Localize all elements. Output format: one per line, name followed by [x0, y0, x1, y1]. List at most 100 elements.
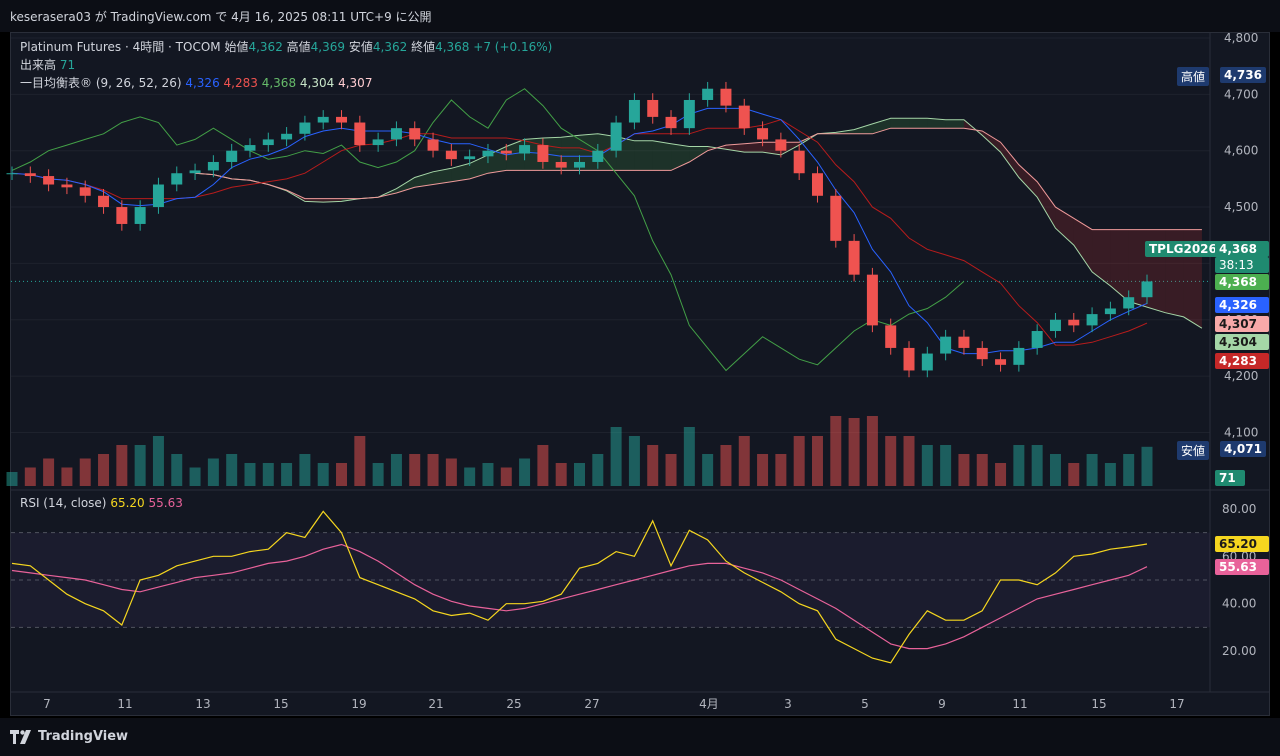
legend-ichi-1: 4,326	[185, 76, 220, 90]
candle-body	[610, 122, 622, 151]
volume-bar	[1049, 454, 1061, 486]
ichimoku-cloud-segment	[1073, 218, 1093, 272]
legend-ichi-5: 4,307	[338, 76, 373, 90]
candle-body	[885, 325, 897, 348]
ichimoku-cloud-segment	[1000, 142, 1019, 178]
volume-bar	[336, 463, 348, 486]
volume-bar	[354, 436, 366, 486]
price-tick-label: 4,200	[1224, 369, 1258, 383]
volume-bar	[921, 445, 933, 486]
volume-bar	[885, 436, 897, 486]
legend-volume: 出来高 71	[20, 56, 75, 73]
time-tick-label: 4月	[699, 697, 719, 711]
candle-body	[811, 173, 823, 196]
ichimoku-cloud-segment	[744, 142, 763, 153]
volume-bar	[574, 463, 585, 486]
rsi-line	[11, 510, 1148, 664]
candle-body	[647, 99, 659, 117]
candle-body	[226, 150, 238, 162]
candle-body	[775, 139, 787, 151]
chart-frame[interactable]	[10, 32, 1270, 716]
high-tag-value: 4,736	[1220, 67, 1266, 83]
candle-body	[1031, 331, 1043, 348]
volume-bar	[189, 467, 201, 486]
volume-bar	[116, 445, 128, 486]
volume-bar	[610, 427, 622, 486]
volume-bar	[152, 436, 164, 486]
ichimoku-cloud-segment	[414, 171, 434, 188]
footer-bar: TradingView	[0, 718, 1280, 756]
volume-bar	[1086, 454, 1098, 486]
tradingview-logo-icon	[10, 729, 31, 744]
time-tick-label: 21	[428, 697, 443, 711]
time-tick-label: 15	[273, 697, 288, 711]
volume-bar	[299, 454, 311, 486]
candle-body	[390, 128, 402, 140]
candle-body	[757, 128, 769, 140]
volume-bar	[555, 463, 567, 486]
candle-body	[1049, 319, 1061, 332]
candle-body	[1068, 319, 1080, 326]
legend-open: 4,362	[248, 40, 283, 54]
candle-body	[537, 145, 549, 162]
candle-body	[1013, 347, 1025, 365]
publish-text: keserasera03 が TradingView.com で 4月 16, …	[10, 10, 432, 24]
candle-body	[171, 173, 183, 185]
volume-bar	[1031, 445, 1043, 486]
volume-bar	[134, 445, 146, 486]
chikou-span-line	[11, 88, 965, 372]
ichimoku-cloud-segment	[982, 130, 1001, 153]
rsi-tick-label: 20.00	[1222, 644, 1256, 658]
volume-bar	[848, 418, 860, 486]
tradingview-logo[interactable]: TradingView	[10, 729, 128, 744]
candle-body	[592, 150, 604, 162]
volume-bar	[226, 454, 238, 486]
volume-bar	[720, 445, 732, 486]
last-price-tag: 4,368	[1215, 241, 1269, 257]
volume-bar	[995, 463, 1007, 486]
candle-body	[720, 88, 732, 106]
candle-body	[6, 173, 18, 175]
candle-body	[152, 184, 164, 208]
candle-body	[24, 173, 36, 177]
price-tick-label: 4,700	[1224, 87, 1258, 101]
legend-volume-label: 出来高	[20, 58, 57, 72]
volume-bar	[958, 454, 970, 486]
ichimoku-cloud-segment	[1055, 207, 1074, 246]
time-tick-label: 11	[117, 697, 132, 711]
candle-body	[317, 116, 329, 123]
legend-open-label: 始値	[224, 40, 249, 54]
volume-bar	[464, 467, 476, 486]
volume-bar	[1104, 463, 1116, 486]
candle-body	[738, 105, 750, 129]
ichimoku-cloud-segment	[469, 154, 488, 179]
volume-bar	[61, 467, 73, 486]
ichimoku-cloud-segment	[1092, 229, 1111, 286]
ichi-pink-tag: 4,307	[1215, 316, 1269, 332]
ichi-red-tag: 4,283	[1215, 353, 1269, 369]
time-tick-label: 17	[1169, 697, 1184, 711]
publish-bar: keserasera03 が TradingView.com で 4月 16, …	[0, 0, 1280, 32]
candle-body	[1086, 314, 1098, 326]
ichimoku-cloud-segment	[652, 140, 672, 171]
volume-bar	[976, 454, 988, 486]
ichi-lightgreen-tag: 4,304	[1215, 334, 1269, 350]
volume-bar	[1068, 463, 1080, 486]
volume-bar	[793, 436, 805, 486]
time-tick-label: 3	[784, 697, 792, 711]
ichimoku-cloud-segment	[1037, 181, 1056, 229]
candle-body	[793, 150, 805, 174]
volume-bar	[537, 445, 549, 486]
volume-bar	[79, 458, 91, 486]
candle-body	[995, 359, 1007, 365]
ichimoku-cloud-segment	[854, 123, 873, 134]
legend-close: 4,368	[435, 40, 470, 54]
candle-body	[628, 99, 640, 123]
candle-body	[134, 207, 146, 224]
volume-bar	[24, 467, 36, 486]
ichimoku-cloud-segment	[689, 146, 708, 162]
volume-bar	[43, 458, 55, 486]
ichimoku-cloud-segment	[725, 143, 745, 153]
high-tag-label: 高値	[1177, 67, 1210, 86]
